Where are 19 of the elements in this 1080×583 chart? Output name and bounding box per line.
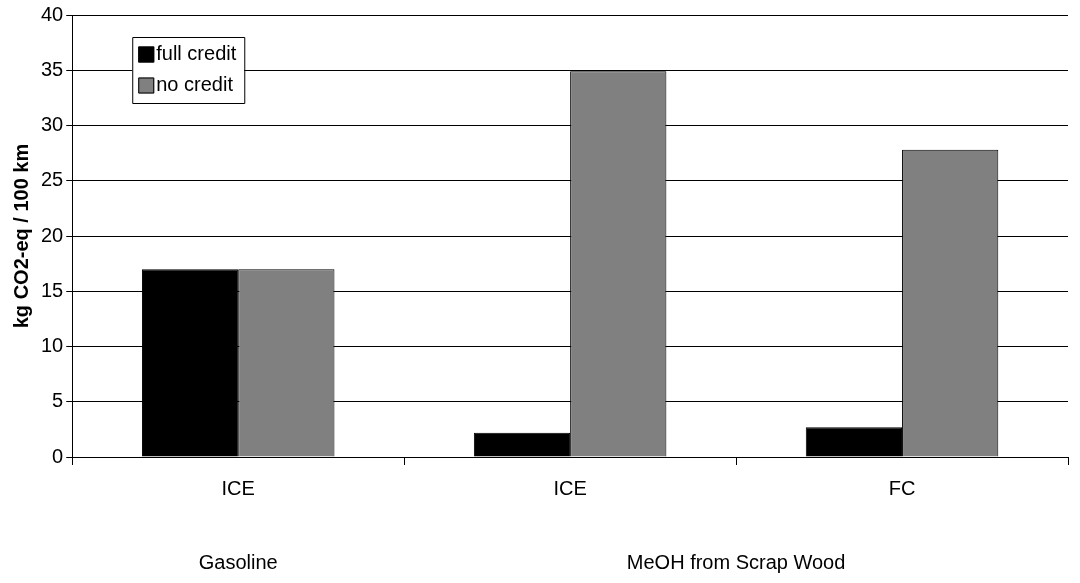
text: MeOH from Scrap Wood bbox=[626, 550, 846, 573]
x-tick-label: FC bbox=[888, 476, 916, 499]
y-tick-label: 0 bbox=[52, 444, 64, 467]
y-tick-label: 5 bbox=[52, 389, 64, 412]
x-tick-label: ICE bbox=[553, 476, 587, 499]
bar bbox=[805, 427, 903, 457]
y-tick-label: 40 bbox=[41, 2, 64, 25]
y-tick-label: 10 bbox=[41, 334, 64, 357]
y-tick-label: 30 bbox=[41, 113, 64, 136]
legend-label: full credit bbox=[156, 42, 237, 65]
x-tick-label: ICE bbox=[221, 476, 255, 499]
y-axis-title: kg CO2-eq / 100 km bbox=[9, 143, 32, 329]
y-tick-label: 20 bbox=[41, 223, 64, 246]
text: Gasoline bbox=[198, 550, 278, 573]
bar bbox=[473, 432, 571, 457]
y-tick-label: 15 bbox=[41, 278, 64, 301]
legend-label: no credit bbox=[156, 73, 234, 96]
y-tick-label: 35 bbox=[41, 57, 64, 80]
y-tick-label: 25 bbox=[41, 168, 64, 191]
